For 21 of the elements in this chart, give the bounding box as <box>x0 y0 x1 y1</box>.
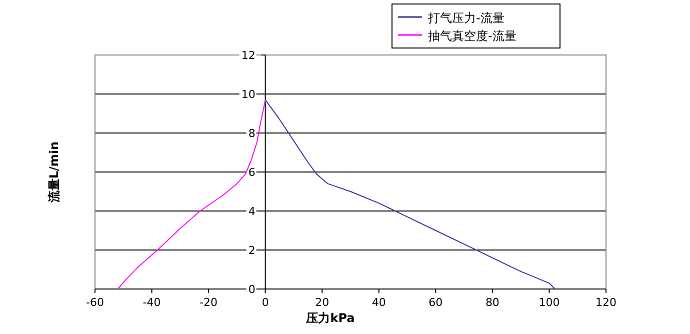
y-tick-label: 0 <box>248 283 256 296</box>
y-tick-label: 2 <box>248 244 256 257</box>
x-axis-title: 压力kPa <box>305 311 355 325</box>
x-tick-label: -20 <box>200 296 218 309</box>
y-tick-label: 12 <box>241 49 256 62</box>
x-tick-label: 100 <box>538 296 560 309</box>
x-tick-label: 80 <box>485 296 500 309</box>
x-tick-label: 120 <box>596 296 616 309</box>
y-axis-title: 流量L/min <box>47 141 61 204</box>
legend-label: 抽气真空度-流量 <box>428 29 516 43</box>
x-tick-label: 40 <box>372 296 386 309</box>
y-tick-label: 10 <box>241 88 256 101</box>
x-tick-label: 60 <box>428 296 443 309</box>
x-tick-label: 0 <box>262 296 269 309</box>
x-tick-label: 20 <box>315 296 330 309</box>
x-tick-label: -40 <box>142 296 161 309</box>
y-tick-label: 8 <box>248 127 256 140</box>
y-tick-label: 4 <box>248 205 256 218</box>
y-tick-label: 6 <box>248 166 256 179</box>
legend-label: 打气压力-流量 <box>427 11 504 25</box>
x-tick-label: -60 <box>86 296 104 309</box>
